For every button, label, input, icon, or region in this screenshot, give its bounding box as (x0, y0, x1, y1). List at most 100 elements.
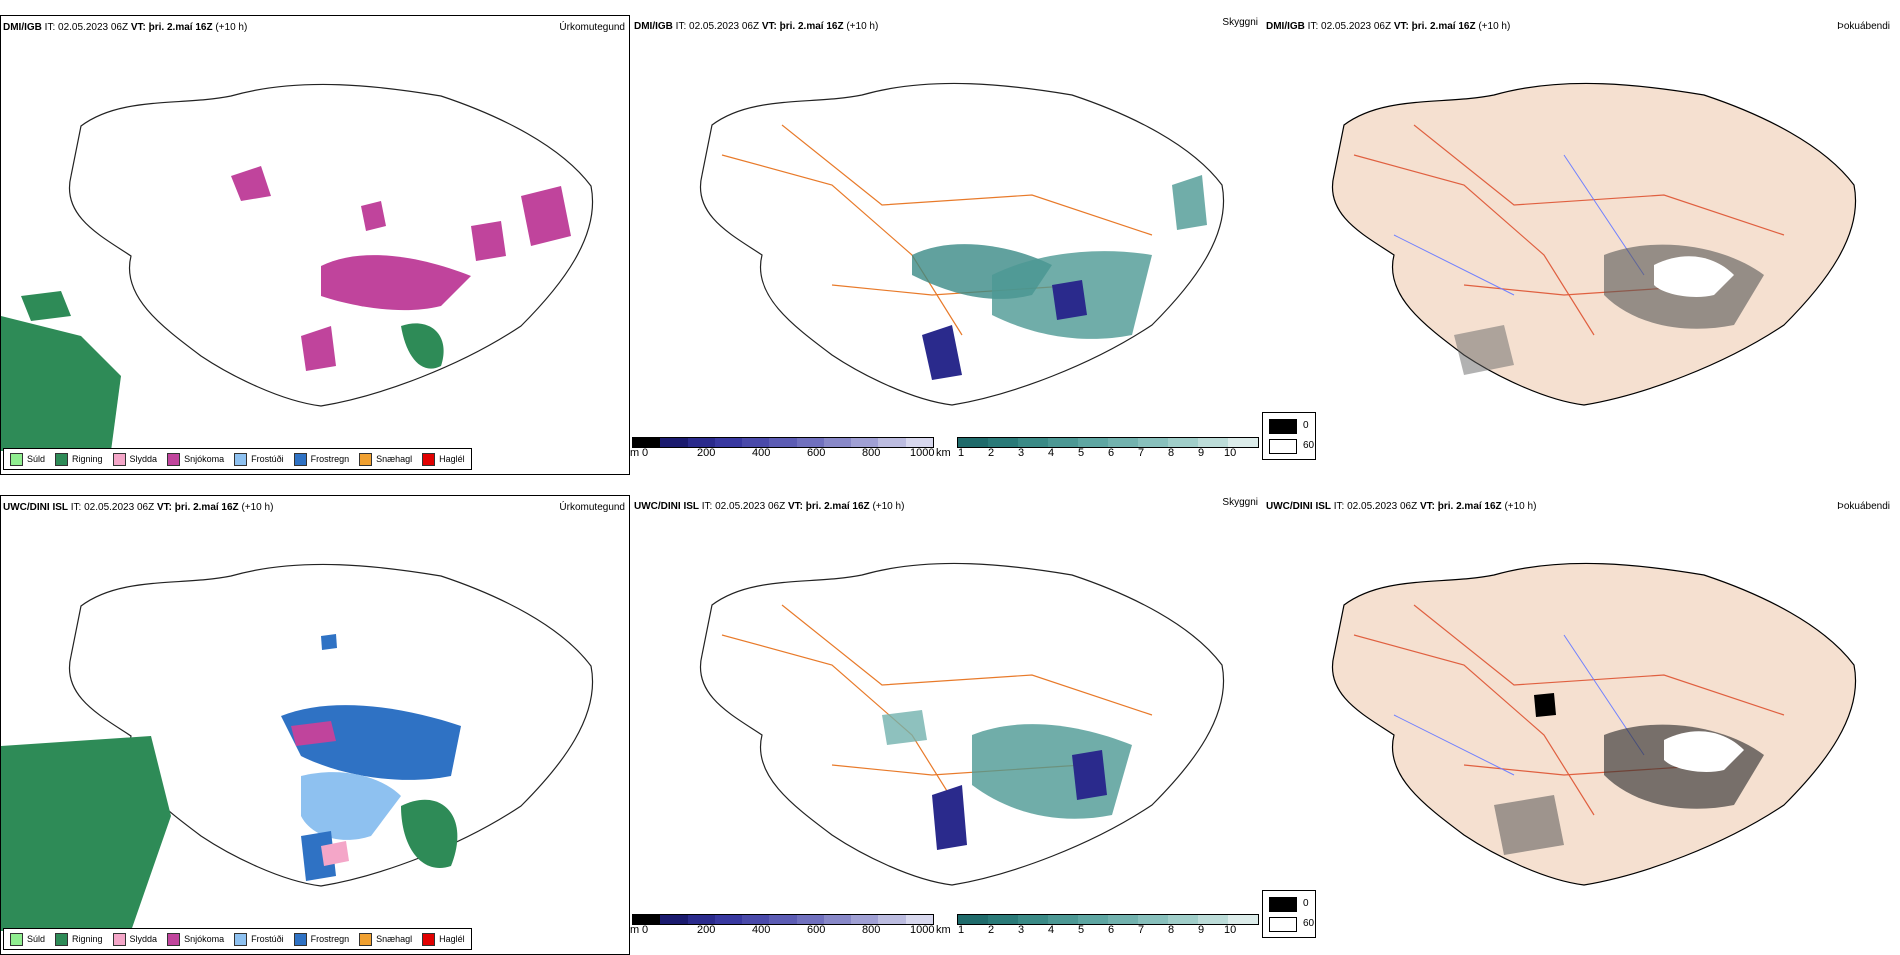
tick-label: 7 (1138, 924, 1145, 936)
tick-label: 10 (1224, 447, 1237, 459)
cloud-map (699, 82, 1224, 406)
fog-swatch-60 (1269, 439, 1297, 454)
panel-title: DMI/IGB IT: 02.05.2023 06Z VT: þri. 2.ma… (1266, 21, 1511, 32)
tick-label: 8 (1168, 447, 1175, 459)
panel-title: UWC/DINI ISL IT: 02.05.2023 06Z VT: þri.… (3, 502, 274, 513)
visibility-colorbar (957, 437, 1259, 448)
legend-item: Snjókoma (167, 452, 224, 466)
cloudbase-unit: m (630, 447, 640, 459)
tick-label: 1000 (910, 924, 935, 936)
tick-label: 0 (642, 924, 649, 936)
precip-type-label: Úrkomutegund (559, 502, 625, 513)
fog-map (1331, 562, 1856, 886)
legend-item: Slydda (112, 932, 157, 946)
legend-swatch (55, 932, 69, 946)
tick-label: 2 (988, 447, 995, 459)
legend-item: Frostregn (293, 932, 349, 946)
precip-panel-2: UWC/DINI ISL IT: 02.05.2023 06Z VT: þri.… (0, 495, 630, 955)
tick-label: 8 (1168, 924, 1175, 936)
legend-item: Rigning (55, 452, 103, 466)
tick-label: 4 (1048, 924, 1055, 936)
tick-label: 600 (807, 447, 826, 459)
tick-label: 3 (1018, 924, 1025, 936)
tick-label: 6 (1108, 924, 1115, 936)
tick-label: 3 (1018, 447, 1025, 459)
legend-item: Frostúði (234, 452, 284, 466)
precip-map (1, 563, 593, 931)
legend-swatch (234, 932, 248, 946)
legend-item: Slydda (112, 452, 157, 466)
fog-legend-value: 0 (1303, 898, 1309, 909)
legend-item: Súld (10, 452, 45, 466)
visibility-unit: km (936, 447, 951, 459)
tick-label: 5 (1078, 447, 1085, 459)
precip-type-label: Úrkomutegund (559, 22, 625, 33)
fog-swatch-0 (1269, 897, 1297, 912)
cloudbase-colorbar (632, 914, 934, 925)
cloud-panel-2: UWC/DINI ISL IT: 02.05.2023 06Z VT: þri.… (632, 495, 1262, 955)
tick-label: 7 (1138, 447, 1145, 459)
legend-swatch (112, 452, 126, 466)
tick-label: 9 (1198, 924, 1205, 936)
fog-map (1331, 82, 1856, 406)
cloudbase-colorbar (632, 437, 934, 448)
tick-label: 0 (642, 447, 649, 459)
fog-panel-2: UWC/DINI ISL IT: 02.05.2023 06Z VT: þri.… (1264, 495, 1894, 955)
tick-label: 1 (958, 447, 965, 459)
fog-legend-value: 60 (1303, 918, 1315, 929)
fog-panel-label: Þokuábendi (1837, 21, 1890, 32)
panel-title: UWC/DINI ISL IT: 02.05.2023 06Z VT: þri.… (634, 501, 905, 512)
precip-map (1, 83, 593, 451)
legend-swatch (167, 452, 181, 466)
tick-label: 200 (697, 924, 716, 936)
fog-legend-2: 0 60 (1262, 890, 1316, 938)
legend-swatch (112, 932, 126, 946)
legend-item: Haglél (422, 932, 465, 946)
panel-title: DMI/IGB IT: 02.05.2023 06Z VT: þri. 2.ma… (634, 21, 879, 32)
fog-legend-value: 60 (1303, 440, 1315, 451)
tick-label: 6 (1108, 447, 1115, 459)
visibility-colorbar (957, 914, 1259, 925)
precip-panel-1: DMI/IGB IT: 02.05.2023 06Z VT: þri. 2.ma… (0, 15, 630, 475)
cloud-panel-label: Skyggni (1222, 17, 1258, 28)
tick-label: 5 (1078, 924, 1085, 936)
tick-label: 1 (958, 924, 965, 936)
cloudbase-unit: m (630, 924, 640, 936)
tick-label: 600 (807, 924, 826, 936)
colorbars-row-1: m 0 200 400 600 800 1000 km 1 2 3 4 5 6 … (630, 437, 1632, 467)
legend-item: Rigning (55, 932, 103, 946)
legend-item: Haglél (422, 452, 465, 466)
legend-swatch (234, 452, 248, 466)
fog-legend-1: 0 60 (1262, 412, 1316, 460)
legend-item: Snjókoma (167, 932, 224, 946)
legend-item: Snæhagl (359, 932, 412, 946)
legend-swatch (359, 452, 373, 466)
tick-label: 800 (862, 924, 881, 936)
tick-label: 200 (697, 447, 716, 459)
fog-swatch-0 (1269, 419, 1297, 434)
legend-item: Frostregn (293, 452, 349, 466)
legend-swatch (10, 932, 23, 946)
tick-label: 4 (1048, 447, 1055, 459)
legend-item: Snæhagl (359, 452, 412, 466)
tick-label: 400 (752, 447, 771, 459)
fog-swatch-60 (1269, 917, 1297, 932)
fog-legend-value: 0 (1303, 420, 1309, 431)
visibility-unit: km (936, 924, 951, 936)
legend-swatch (359, 932, 373, 946)
legend-swatch (167, 932, 181, 946)
panel-title: UWC/DINI ISL IT: 02.05.2023 06Z VT: þri.… (1266, 501, 1537, 512)
legend-item: Frostúði (234, 932, 284, 946)
tick-label: 9 (1198, 447, 1205, 459)
legend-swatch (422, 932, 436, 946)
legend-swatch (422, 452, 436, 466)
tick-label: 400 (752, 924, 771, 936)
colorbars-row-2: m 0 200 400 600 800 1000 km 1 2 3 4 5 6 … (630, 914, 1632, 944)
legend-swatch (293, 932, 307, 946)
precip-type-legend: Súld Rigning Slydda Snjókoma Frostúði Fr… (3, 928, 472, 950)
fog-panel-1: DMI/IGB IT: 02.05.2023 06Z VT: þri. 2.ma… (1264, 15, 1894, 475)
cloud-panel-label: Skyggni (1222, 497, 1258, 508)
tick-label: 1000 (910, 447, 935, 459)
panel-title: DMI/IGB IT: 02.05.2023 06Z VT: þri. 2.ma… (3, 22, 248, 33)
cloud-panel-1: DMI/IGB IT: 02.05.2023 06Z VT: þri. 2.ma… (632, 15, 1262, 475)
